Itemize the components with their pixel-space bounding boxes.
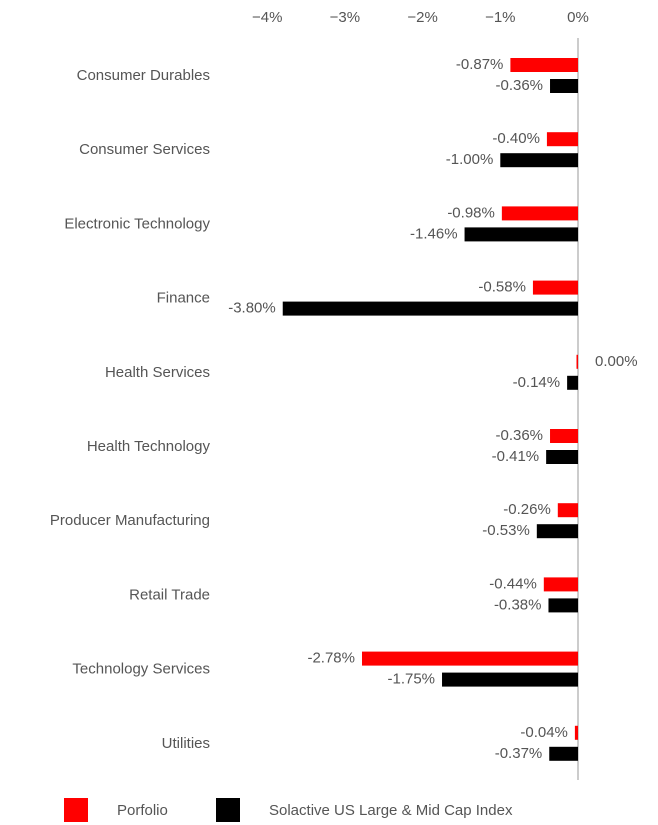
category-label: Health Services <box>105 364 210 381</box>
x-tick-label: −2% <box>407 9 437 26</box>
bar <box>500 153 578 168</box>
category-label: Health Technology <box>87 438 211 455</box>
data-label: -0.87% <box>456 56 504 73</box>
bar <box>532 280 578 295</box>
category-label: Finance <box>157 290 210 307</box>
bar <box>550 79 578 93</box>
data-label: 0.00% <box>595 353 638 370</box>
x-tick-label: 0% <box>567 9 589 26</box>
data-label: -0.14% <box>513 374 561 391</box>
data-label: -0.37% <box>495 745 543 762</box>
bar <box>536 524 578 539</box>
bar <box>574 725 578 740</box>
category-label: Electronic Technology <box>64 215 210 232</box>
category-label: Technology Services <box>72 661 210 678</box>
data-label: -0.36% <box>495 77 543 94</box>
bar <box>501 206 578 221</box>
legend-label: Solactive US Large & Mid Cap Index <box>269 802 513 819</box>
bar <box>557 503 578 518</box>
category-label: Retail Trade <box>129 586 210 603</box>
legend-swatch <box>64 798 88 822</box>
bar <box>546 450 578 464</box>
data-label: -2.78% <box>307 650 355 667</box>
data-label: -0.41% <box>492 448 540 465</box>
bar <box>361 651 578 666</box>
bar <box>543 577 578 592</box>
category-label: Producer Manufacturing <box>50 512 210 529</box>
bar <box>550 429 578 443</box>
bar <box>464 227 578 242</box>
x-tick-label: −3% <box>330 9 360 26</box>
data-label: -0.53% <box>482 522 530 539</box>
data-label: -1.75% <box>387 671 435 688</box>
data-label: -1.00% <box>446 151 494 168</box>
data-label: -0.44% <box>489 575 537 592</box>
data-label: -0.40% <box>492 130 540 147</box>
data-label: -0.98% <box>447 204 495 221</box>
bar <box>442 672 578 687</box>
bar <box>549 746 578 761</box>
category-label: Consumer Services <box>79 141 210 158</box>
category-label: Utilities <box>162 735 210 752</box>
data-label: -0.04% <box>520 724 568 741</box>
bar <box>510 58 578 72</box>
data-label: -3.80% <box>228 300 276 317</box>
x-tick-label: −1% <box>485 9 515 26</box>
legend-swatch <box>216 798 240 822</box>
legend-label: Porfolio <box>117 802 168 819</box>
data-label: -0.26% <box>503 501 551 518</box>
bar <box>546 132 578 147</box>
bar <box>282 301 578 316</box>
bar <box>548 598 578 613</box>
category-label: Consumer Durables <box>77 67 210 84</box>
data-label: -0.38% <box>494 596 542 613</box>
bar <box>567 375 578 390</box>
data-label: -0.58% <box>478 279 526 296</box>
data-label: -1.46% <box>410 225 458 242</box>
bar <box>576 354 578 369</box>
data-label: -0.36% <box>495 427 543 444</box>
x-tick-label: −4% <box>252 9 282 26</box>
